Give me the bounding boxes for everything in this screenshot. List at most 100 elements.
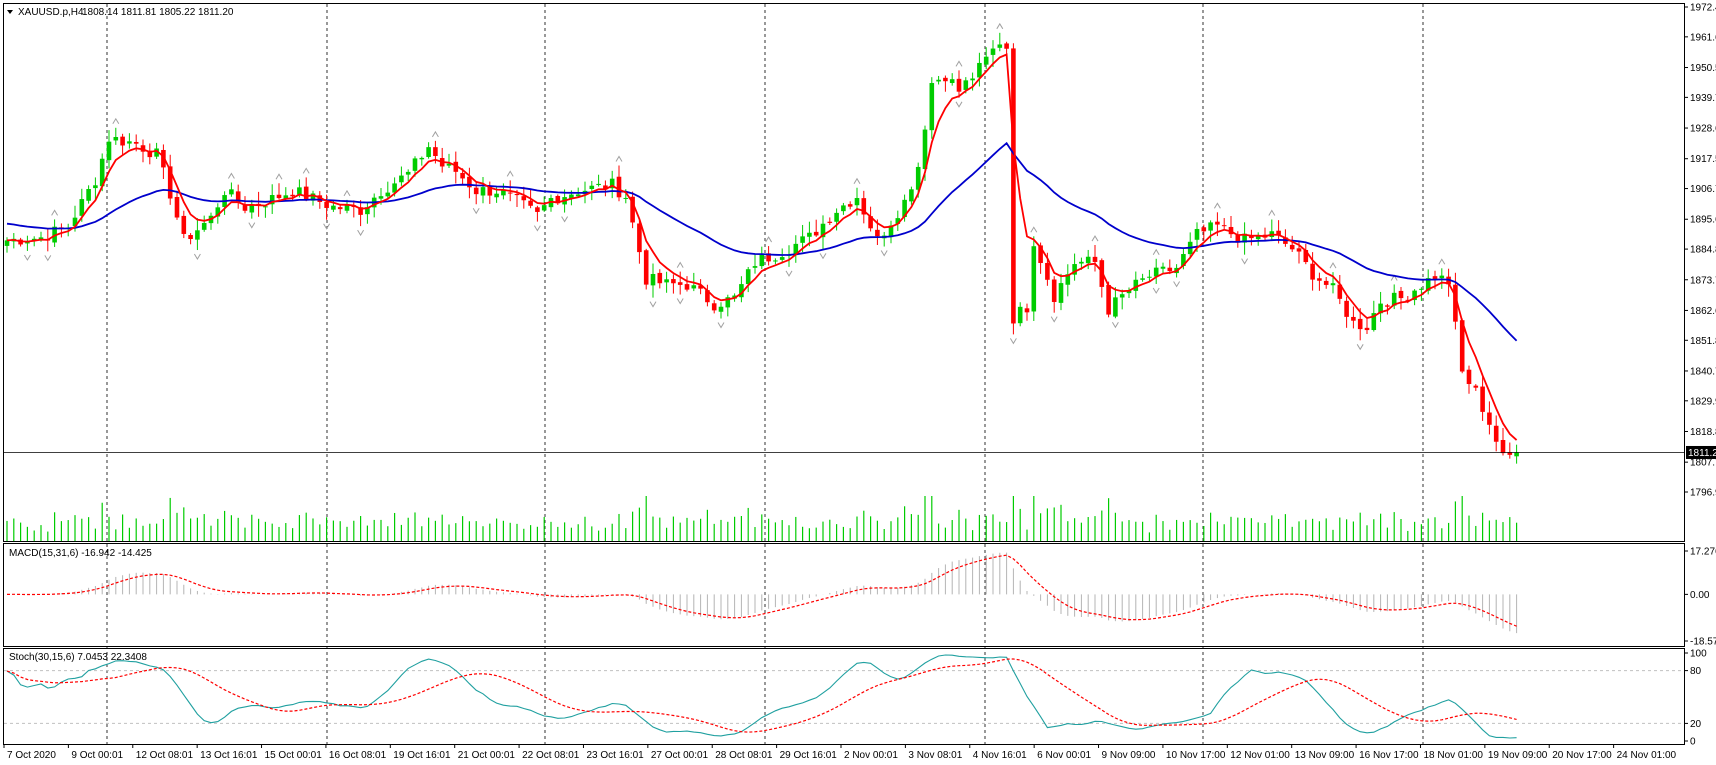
candle (521, 186, 527, 209)
candle (956, 70, 962, 98)
candle (977, 52, 982, 87)
candle (589, 180, 595, 201)
fractal-up (227, 172, 235, 179)
macd-axis: 17.276 0.00 -18.571 (1684, 547, 1716, 648)
macd-tick-label: -18.571 (1690, 637, 1716, 648)
candle (1153, 258, 1159, 284)
time-tick-label: 4 Nov 16:01 (973, 750, 1027, 761)
candle (399, 166, 404, 186)
candle (1242, 222, 1247, 255)
stoch-tick-label: 20 (1690, 719, 1702, 730)
ohlc-label: 1808.14 1811.81 1805.22 1811.20 (82, 7, 234, 18)
candle (1507, 442, 1513, 459)
candle (181, 210, 187, 239)
fractal-down (1241, 258, 1249, 265)
time-tick-label: 16 Nov 17:00 (1359, 750, 1419, 761)
fractal-up (506, 170, 514, 177)
fractal-down (1152, 287, 1160, 294)
candle (1147, 269, 1152, 282)
price-tick-label: 1906.70 (1690, 184, 1716, 195)
candle (127, 133, 132, 149)
candle (140, 139, 146, 163)
stoch-main-line (6, 654, 1517, 739)
candle (725, 294, 731, 317)
candle (854, 187, 860, 216)
candle (766, 246, 771, 266)
candle (249, 199, 255, 219)
fractal-up (996, 22, 1004, 30)
candle (807, 221, 812, 247)
candle (936, 75, 941, 85)
time-tick-label: 9 Nov 09:00 (1102, 750, 1156, 761)
candle (1017, 302, 1023, 327)
candle (120, 133, 125, 155)
candle (929, 77, 935, 139)
macd-panel[interactable] (3, 543, 1685, 647)
candle (1160, 262, 1166, 275)
candle (943, 75, 948, 92)
time-tick-label: 28 Oct 08:01 (715, 750, 773, 761)
candle (637, 218, 642, 264)
candle (745, 266, 751, 293)
time-axis: 7 Oct 2020 9 Oct 00:01 12 Oct 08:01 13 Oct … (3, 744, 1677, 761)
candle (1255, 232, 1261, 246)
price-tick-label: 1829.90 (1690, 396, 1716, 407)
candle (997, 32, 1003, 52)
candle (1140, 273, 1145, 282)
candle (419, 156, 425, 166)
candle (664, 271, 669, 293)
candle (1221, 218, 1227, 230)
time-tick-label: 24 Nov 01:00 (1617, 750, 1677, 761)
fractal-up (1152, 248, 1160, 256)
candle (1480, 376, 1485, 421)
candle (446, 153, 452, 168)
candle (1357, 308, 1363, 341)
time-tick-label: 21 Oct 00:01 (458, 750, 516, 761)
candle (1249, 229, 1254, 246)
candle (480, 176, 486, 204)
fractal-down (533, 225, 541, 232)
candle (324, 194, 329, 220)
fractal-up (615, 155, 623, 162)
symbol-dropdown-icon[interactable] (7, 10, 13, 14)
candle (793, 235, 799, 263)
fractal-up (676, 261, 684, 268)
price-tick-label: 1939.70 (1690, 93, 1716, 104)
main-panel[interactable] (3, 3, 1685, 542)
candle (188, 233, 193, 245)
candle (1133, 271, 1139, 299)
macd-signal-line (6, 554, 1517, 627)
fractal-up (1438, 258, 1446, 265)
candle (698, 279, 703, 295)
time-tick-label: 18 Nov 01:00 (1423, 750, 1483, 761)
fractal-down (955, 101, 963, 108)
stoch-tick-label: 0 (1690, 737, 1696, 748)
candle (1473, 384, 1479, 391)
price-tick-label: 1851.80 (1690, 336, 1716, 347)
time-tick-label: 12 Nov 01:00 (1230, 750, 1290, 761)
candle (1317, 272, 1322, 291)
fractal-down (1173, 281, 1181, 288)
candle (535, 205, 540, 222)
candle (344, 199, 350, 214)
candles (4, 32, 1519, 464)
stoch-label: Stoch(30,15,6) 7.0453 22.3408 (9, 652, 147, 663)
candle (779, 248, 785, 264)
candle (1085, 249, 1091, 270)
candle (1514, 444, 1519, 464)
candle (759, 246, 765, 270)
candle (1024, 303, 1030, 321)
candle (1344, 296, 1349, 328)
candle (1351, 306, 1356, 329)
candle (1364, 317, 1370, 334)
fractal-down (819, 253, 827, 260)
fractal-down (1356, 344, 1364, 351)
candle (983, 47, 989, 70)
candle (405, 169, 411, 182)
fractal-up (853, 177, 861, 184)
fractal-up (955, 60, 963, 67)
stoch-panel[interactable] (3, 648, 1685, 745)
candle (1099, 258, 1105, 298)
current-price-tag: 1811.20 (1686, 445, 1716, 459)
